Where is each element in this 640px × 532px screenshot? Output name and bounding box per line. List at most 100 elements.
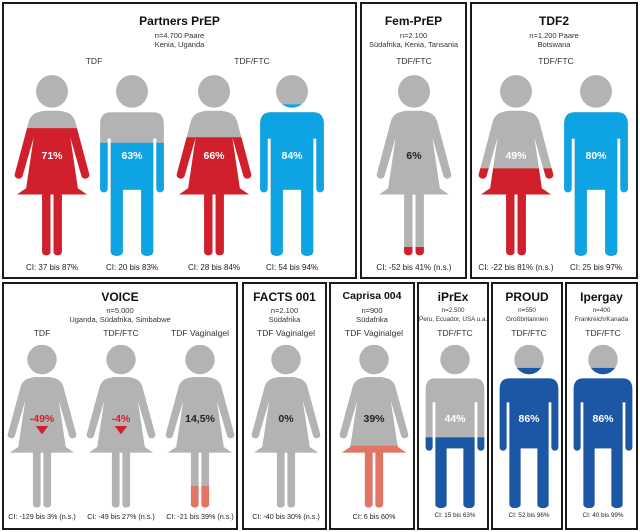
efficacy-fill [573, 367, 633, 509]
confidence-interval: CI: -21 bis 39% (n.s.) [166, 512, 234, 521]
study-subtitle: n=5.000 [106, 306, 134, 315]
woman-figure: 6% [376, 72, 452, 258]
figure-silhouette [165, 344, 235, 508]
efficacy-fill [260, 104, 324, 256]
efficacy-fill [376, 247, 452, 256]
efficacy-fill [564, 111, 628, 256]
figure-silhouette [376, 75, 452, 256]
confidence-interval: CI: 52 bis 96% [508, 512, 550, 519]
study-panel: VOICE n=5.000 Uganda, Südafrika, Simbabwe T… [2, 282, 238, 530]
woman-figure: 49% [478, 72, 554, 258]
confidence-interval: CI: -49 bis 27% (n.s.) [87, 512, 155, 521]
study-subtitle: n=4.700 Paare [154, 31, 205, 40]
efficacy-fill [339, 445, 409, 508]
study-title: iPrEx [437, 290, 469, 304]
study-subtitle: Frankreich/Kanada [574, 316, 629, 323]
confidence-interval: CI: 25 bis 97% [569, 263, 623, 272]
treatment-group-label: TDF [85, 56, 103, 66]
treatment-group-label: TDF/FTC [585, 328, 621, 338]
figure-base [251, 344, 321, 508]
study-title: FACTS 001 [253, 290, 316, 304]
woman-figure: -49% [7, 342, 77, 510]
confidence-interval: CI: -129 bis 3% (n.s.) [8, 512, 76, 521]
study-title: Ipergay [580, 290, 623, 304]
figure-base [425, 344, 485, 509]
study-subtitle: Kenia, Uganda [154, 40, 205, 49]
study-panel: Caprisa 004 n=900 Südafrika TDF Vaginalgel 3… [329, 282, 415, 530]
study-subtitle: Botswana [537, 40, 571, 49]
negative-arrow [35, 426, 49, 435]
confidence-interval: CI: 54 bis 94% [265, 263, 319, 272]
study-subtitle: Südafrika [356, 315, 388, 324]
efficacy-fill [425, 437, 485, 509]
figure-base [376, 75, 452, 256]
study-panel: TDF2 n=1.200 Paare Botswana TDF/FTC 49% CI: -… [470, 2, 638, 279]
figure-silhouette [425, 344, 485, 509]
confidence-interval: CI: 37 bis 87% [25, 263, 79, 272]
man-figure: 86% [568, 342, 638, 510]
treatment-group-label: TDF [33, 328, 51, 338]
study-panel: Ipergay n=400 Frankreich/Kanada TDF/FTC 86% C… [565, 282, 638, 530]
treatment-group-label: TDF/FTC [234, 56, 270, 66]
efficacy-fill [14, 128, 90, 256]
confidence-interval: CI: -22 bis 81% (n.s.) [478, 263, 554, 272]
confidence-interval: CI: 15 bis 63% [434, 512, 476, 519]
woman-figure: 39% [339, 342, 409, 510]
efficacy-label: 86% [592, 413, 614, 425]
study-subtitle: n=550 [518, 307, 536, 314]
study-panel: iPrEx n=2.500 Peru, Ecuador, USA u.a. TDF/F… [417, 282, 489, 530]
study-panel: Fem-PrEP n=2.100 Südafrika, Kenia, Tansani… [360, 2, 467, 279]
study-subtitle: Südafrika [268, 315, 301, 324]
efficacy-label: 80% [585, 150, 607, 162]
efficacy-label: 44% [444, 413, 466, 425]
figure-base [339, 344, 409, 508]
study-subtitle: Großbritannien [506, 316, 548, 323]
study-panel: PROUD n=550 Großbritannien TDF/FTC 86% CI: 52… [491, 282, 563, 530]
confidence-interval: CI: 28 bis 84% [187, 263, 241, 272]
woman-figure: -4% [86, 342, 156, 510]
figure-silhouette [478, 75, 554, 256]
woman-figure: 0% [251, 342, 321, 510]
figure-silhouette [251, 344, 321, 508]
woman-figure: 71% [14, 72, 90, 258]
figure-silhouette [573, 344, 633, 509]
figure-silhouette [100, 75, 164, 256]
study-subtitle: Peru, Ecuador, USA u.a. [419, 316, 488, 323]
study-title: Partners PrEP [139, 14, 220, 28]
figure-silhouette [14, 75, 90, 256]
study-subtitle: n=900 [361, 306, 383, 315]
efficacy-label: 0% [278, 413, 294, 425]
man-figure: 80% [558, 72, 634, 258]
efficacy-fill [165, 486, 235, 508]
figure-silhouette [564, 75, 628, 256]
treatment-group-label: TDF/FTC [538, 56, 574, 66]
confidence-interval: CI: -52 bis 41% (n.s.) [376, 263, 452, 272]
woman-figure: 66% [176, 72, 252, 258]
figure-silhouette [339, 344, 409, 508]
figure-base [165, 344, 235, 508]
efficacy-label: -4% [111, 413, 131, 425]
study-panel: FACTS 001 n=2.100 Südafrika TDF Vaginalgel 0… [242, 282, 327, 530]
study-subtitle: Uganda, Südafrika, Simbabwe [69, 315, 171, 324]
efficacy-label: 6% [406, 150, 422, 162]
treatment-group-label: TDF Vaginalgel [257, 328, 315, 338]
study-title: Caprisa 004 [342, 290, 402, 302]
efficacy-label: 84% [281, 150, 303, 162]
study-title: TDF2 [539, 14, 569, 28]
efficacy-label: 71% [41, 150, 63, 162]
figure-base [478, 75, 554, 256]
treatment-group-label: TDF/FTC [103, 328, 139, 338]
man-figure: 63% [94, 72, 170, 258]
efficacy-label: 49% [505, 150, 527, 162]
figure-silhouette [176, 75, 252, 256]
confidence-interval: CI: -40 bis 30% (n.s.) [252, 512, 320, 521]
treatment-group-label: TDF Vaginalgel [345, 328, 403, 338]
study-title: Fem-PrEP [384, 14, 443, 28]
efficacy-label: 39% [363, 413, 385, 425]
study-title: VOICE [101, 290, 139, 304]
efficacy-label: -49% [29, 413, 55, 425]
figure-silhouette [86, 344, 156, 508]
study-subtitle: n=2.100 [399, 31, 428, 40]
efficacy-fill [499, 367, 559, 509]
confidence-interval: CI: 40 bis 99% [582, 512, 624, 519]
